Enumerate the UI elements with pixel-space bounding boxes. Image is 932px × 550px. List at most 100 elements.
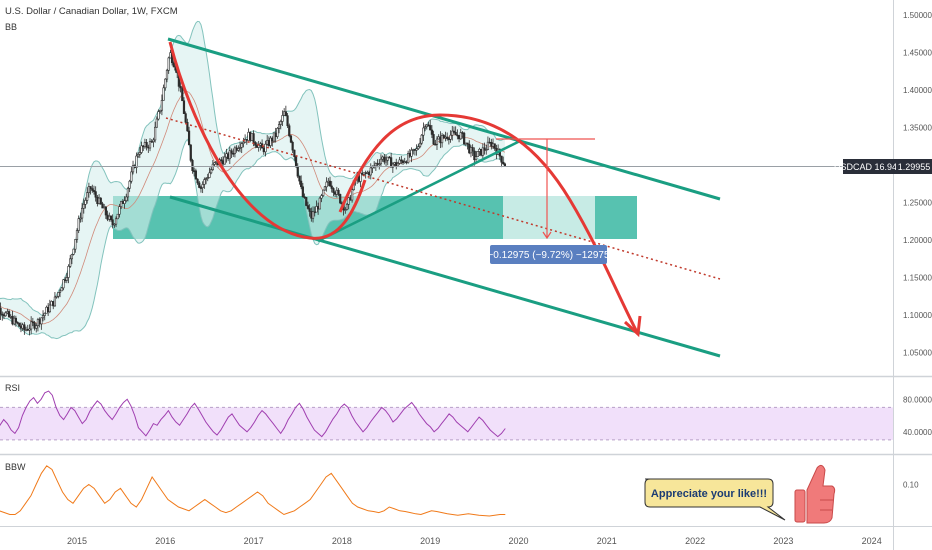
candle-body xyxy=(469,147,473,154)
candle-body xyxy=(240,143,243,148)
candle-body xyxy=(128,180,131,189)
candle-body xyxy=(24,328,28,331)
candle-body xyxy=(109,215,113,221)
candle-body xyxy=(64,279,67,281)
time-axis[interactable]: 2015 2016 2017 2018 2019 2020 2021 2022 2023 2024 xyxy=(67,536,882,546)
price-tick-label: 1.05000 xyxy=(903,349,932,358)
candle-body xyxy=(162,87,165,101)
candle-body xyxy=(398,159,401,164)
channel-upper-line[interactable] xyxy=(167,37,721,201)
candle-body xyxy=(47,306,50,313)
price-axis[interactable]: 1.500001.450001.400001.350001.300001.250… xyxy=(903,11,932,358)
channel-lower-line[interactable] xyxy=(169,195,721,358)
rsi-band xyxy=(0,407,893,440)
candle-body xyxy=(79,217,82,220)
candle-body xyxy=(303,196,306,199)
candle-body xyxy=(225,153,228,158)
candle-body xyxy=(330,185,333,189)
candle-body xyxy=(503,163,507,167)
candle-body xyxy=(410,149,413,157)
thumbs-up-icon[interactable] xyxy=(794,464,836,524)
candle-body xyxy=(140,145,143,153)
candle-body xyxy=(293,149,296,157)
candle-body xyxy=(87,186,90,194)
like-callout[interactable]: Appreciate your like!!! xyxy=(644,464,836,524)
candle-body xyxy=(184,113,187,123)
candle-body xyxy=(191,160,194,172)
candle-body xyxy=(30,321,33,330)
candle-body xyxy=(451,130,454,136)
candle-body xyxy=(111,219,114,226)
candle-body xyxy=(332,188,335,193)
bbw-pane[interactable]: BBW xyxy=(0,462,506,517)
bowl-arc[interactable] xyxy=(168,41,367,240)
candle-body xyxy=(447,138,450,140)
candle-body xyxy=(491,143,495,147)
bb-envelope xyxy=(0,21,505,339)
candle-body xyxy=(220,159,223,162)
candle-body xyxy=(288,125,291,137)
measure-label-box xyxy=(490,245,607,264)
projection-curves[interactable] xyxy=(168,41,642,338)
candle-body xyxy=(62,279,65,289)
candle-body xyxy=(493,143,496,149)
rsi-axis: 80.0000 40.0000 xyxy=(903,395,932,437)
candle-body xyxy=(388,156,391,159)
candle-body xyxy=(344,209,347,211)
channel-midline[interactable] xyxy=(165,117,721,280)
candle-body xyxy=(189,144,192,161)
candle-body xyxy=(4,312,7,317)
candle-body xyxy=(97,197,101,204)
candle-body xyxy=(374,163,377,167)
candle-body xyxy=(33,322,36,329)
candle-body xyxy=(43,312,46,316)
candle-body xyxy=(130,171,133,182)
candle-body xyxy=(442,135,445,138)
candle-body xyxy=(400,159,403,162)
candle-body xyxy=(252,133,255,143)
candle-body xyxy=(480,148,483,156)
candle-body xyxy=(440,135,444,144)
candle-body xyxy=(14,317,17,323)
candle-body xyxy=(41,315,45,319)
symbol-change-text: USDCAD 16.94% xyxy=(834,162,905,172)
candle-body xyxy=(255,145,259,148)
time-tick-label: 2022 xyxy=(685,536,705,546)
candle-body xyxy=(318,197,321,210)
candle-body xyxy=(213,162,216,165)
candle-body xyxy=(481,147,484,156)
candle-body xyxy=(274,132,277,137)
candle-body xyxy=(350,189,354,201)
candle-body xyxy=(201,184,204,189)
candle-body xyxy=(286,115,289,127)
candle-body xyxy=(60,287,63,292)
price-range-tool[interactable]: −0.12975 (−9.72%) −12975 xyxy=(487,138,610,264)
candle-body xyxy=(86,192,89,201)
trend-channel[interactable] xyxy=(165,37,721,358)
candle-body xyxy=(187,130,191,146)
candle-body xyxy=(80,207,84,219)
candle-body xyxy=(386,156,389,161)
rsi-pane[interactable]: RSI xyxy=(0,383,893,441)
candle-body xyxy=(357,176,360,182)
candle-body xyxy=(305,197,308,206)
candle-body xyxy=(145,142,148,148)
last-price-badge xyxy=(896,159,932,174)
candle-body xyxy=(502,161,505,165)
candle-body xyxy=(52,301,55,307)
rsi-tick-label: 80.0000 xyxy=(903,395,932,404)
candle-body xyxy=(221,160,225,165)
candle-body xyxy=(339,194,342,204)
support-zone-end[interactable] xyxy=(595,196,637,239)
candle-body xyxy=(272,132,276,142)
candle-body xyxy=(284,111,287,116)
candle-body xyxy=(75,230,79,240)
candle-body xyxy=(294,156,298,168)
candle-body xyxy=(412,149,415,151)
indicator-label-bb: BB xyxy=(5,22,17,32)
candle-body xyxy=(160,100,164,111)
candle-body xyxy=(65,277,68,281)
candle-body xyxy=(264,143,267,153)
measure-arrow xyxy=(542,231,552,240)
rising-trendline[interactable] xyxy=(317,139,521,243)
